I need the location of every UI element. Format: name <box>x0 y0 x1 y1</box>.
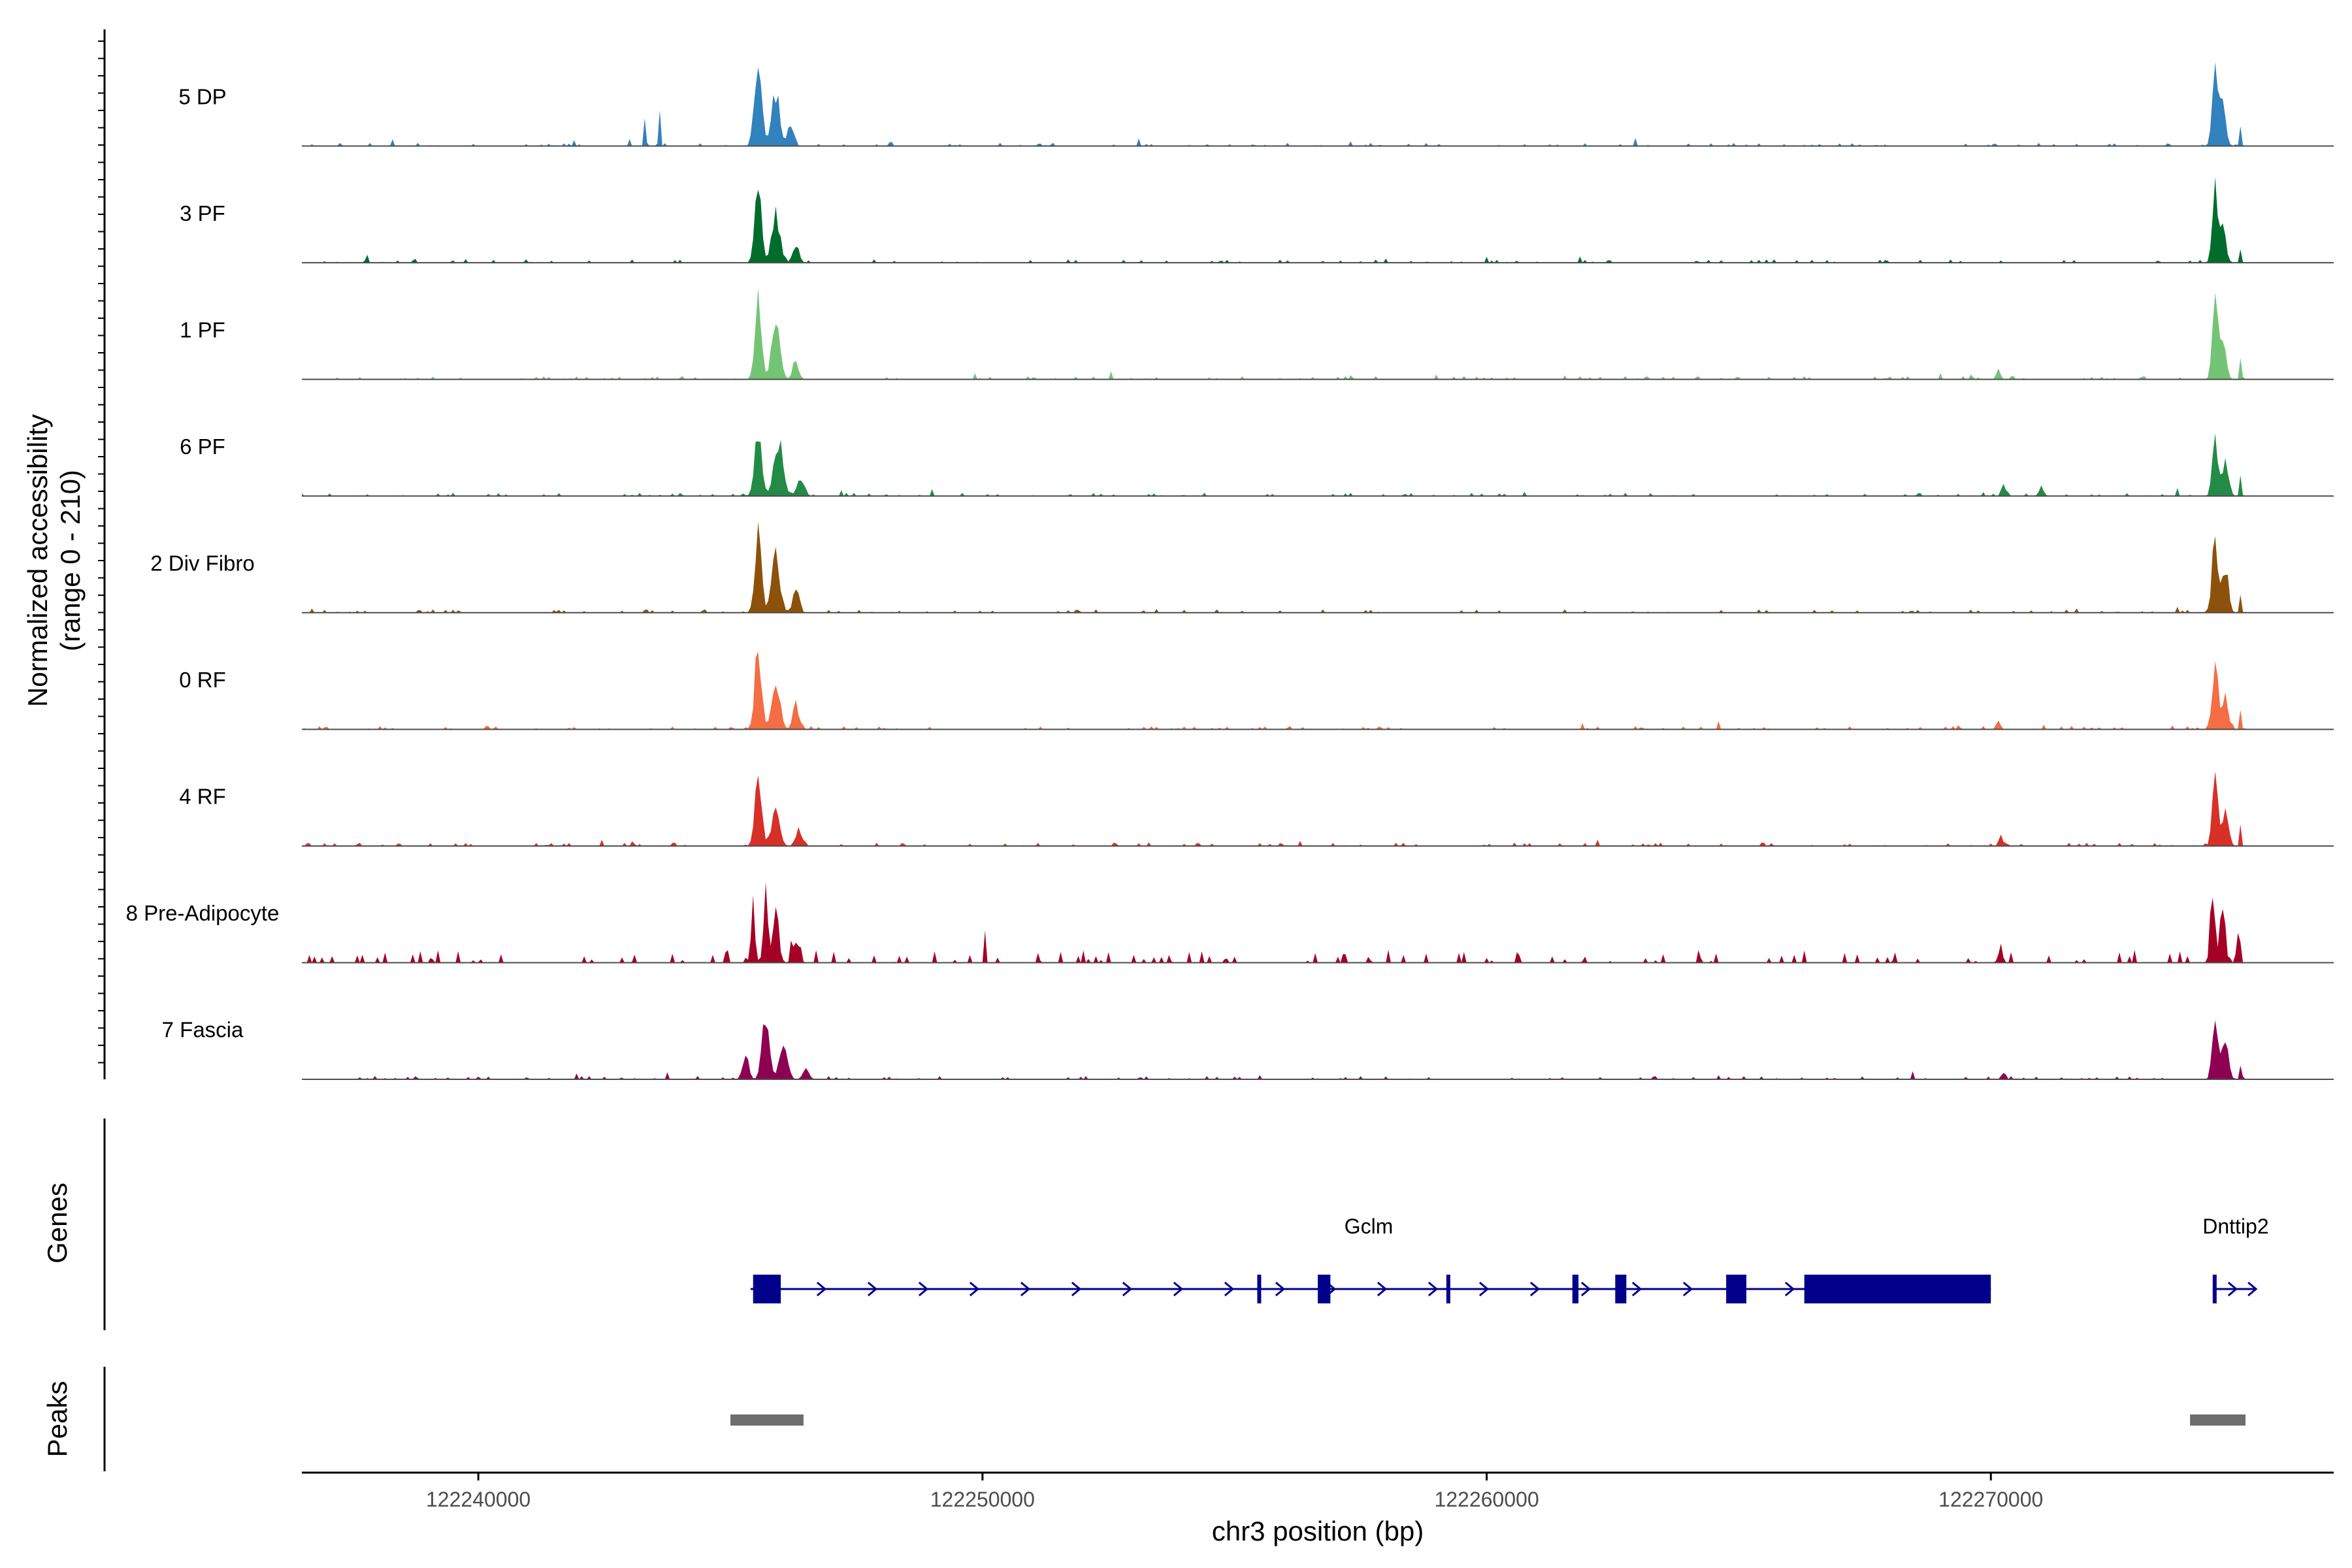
strand-arrow <box>1173 1281 1184 1297</box>
track-6: 0 RF <box>179 651 2334 730</box>
track-9: 7 Fascia <box>162 1018 2334 1080</box>
strand-arrow <box>1428 1281 1439 1297</box>
track-coverage <box>302 287 2246 380</box>
track-label: 7 Fascia <box>162 1018 244 1042</box>
track-7: 4 RF <box>179 771 2334 847</box>
x-tick-label: 122250000 <box>930 1488 1035 1511</box>
exon <box>1726 1275 1746 1303</box>
peaks-panel-label: Peaks <box>42 1381 73 1458</box>
x-tick-label: 122240000 <box>426 1488 531 1511</box>
gene-models: Gclm Dnttip2 <box>750 1215 2269 1303</box>
track-label: 5 DP <box>178 84 226 108</box>
track-coverage <box>302 176 2246 263</box>
exon <box>2212 1275 2217 1303</box>
track-label: 1 PF <box>180 318 225 342</box>
x-tick-label: 122260000 <box>1434 1488 1539 1511</box>
peak-regions <box>730 1414 2246 1426</box>
exon <box>1318 1275 1331 1303</box>
track-coverage <box>302 62 2246 146</box>
track-coverage <box>302 1020 2246 1079</box>
strand-arrow <box>816 1281 827 1297</box>
track-3: 1 PF <box>180 287 2334 380</box>
track-coverage <box>302 771 2246 846</box>
strand-arrow <box>2227 1281 2238 1297</box>
track-8: 8 Pre-Adipocyte <box>126 882 2334 964</box>
track-label: 3 PF <box>180 201 225 225</box>
strand-arrow <box>1478 1281 1490 1297</box>
x-axis-title: chr3 position (bp) <box>1212 1516 1424 1546</box>
y-axis-title: Normalized accessibility (range 0 - 210) <box>22 414 86 707</box>
track-5: 2 Div Fibro <box>150 521 2334 613</box>
track-label: 6 PF <box>180 434 225 459</box>
peak-region-bar <box>730 1414 804 1426</box>
coverage-tracks: 5 DP 3 PF 1 PF 6 PF 2 Div Fibro 0 RF 4 RF 8 Pre… <box>126 62 2334 1080</box>
x-tick-label: 122270000 <box>1938 1488 2043 1511</box>
track-label: 4 RF <box>179 785 226 809</box>
gene-label: Dnttip2 <box>2202 1215 2268 1238</box>
exon <box>753 1275 781 1303</box>
track-coverage <box>302 433 2246 497</box>
exon <box>1446 1275 1450 1303</box>
strand-arrow <box>1377 1281 1388 1297</box>
track-1: 5 DP <box>178 62 2334 147</box>
gene-label: Gclm <box>1345 1215 1394 1238</box>
gene-gclm: Gclm <box>750 1215 1991 1303</box>
coverage-y-ticks <box>98 41 105 1064</box>
track-label: 8 Pre-Adipocyte <box>126 901 280 925</box>
track-label: 0 RF <box>179 668 226 692</box>
exon <box>1615 1275 1627 1303</box>
track-coverage <box>302 651 2246 730</box>
strand-arrow <box>1580 1281 1592 1297</box>
strand-arrow <box>1224 1281 1235 1297</box>
track-coverage <box>302 521 2246 613</box>
track-label: 2 Div Fibro <box>150 551 255 575</box>
strand-arrow <box>1275 1281 1286 1297</box>
x-axis-ticks: 122240000 122250000 122260000 122270000 <box>426 1473 2043 1511</box>
strand-arrow <box>1529 1281 1541 1297</box>
y-axis-title-line1: Normalized accessibility <box>22 414 53 707</box>
strand-arrow <box>1682 1281 1693 1297</box>
strand-arrow <box>969 1281 980 1297</box>
exon <box>1257 1275 1262 1303</box>
strand-arrow <box>1020 1281 1031 1297</box>
strand-arrow <box>1122 1281 1133 1297</box>
exon <box>1572 1275 1578 1303</box>
y-axis-title-line2: (range 0 - 210) <box>55 470 86 651</box>
peak-region-bar <box>2190 1414 2246 1426</box>
strand-arrow <box>1631 1281 1642 1297</box>
track-4: 6 PF <box>180 433 2334 497</box>
genes-panel-label: Genes <box>42 1183 73 1264</box>
strand-arrow <box>867 1281 878 1297</box>
strand-arrow <box>1784 1281 1795 1297</box>
gene-dnttip2: Dnttip2 <box>2202 1215 2269 1303</box>
strand-arrow <box>2247 1281 2258 1297</box>
track-coverage <box>302 882 2246 963</box>
strand-arrow <box>1071 1281 1082 1297</box>
exon <box>1804 1275 1991 1303</box>
strand-arrow <box>918 1281 929 1297</box>
track-2: 3 PF <box>180 176 2334 264</box>
